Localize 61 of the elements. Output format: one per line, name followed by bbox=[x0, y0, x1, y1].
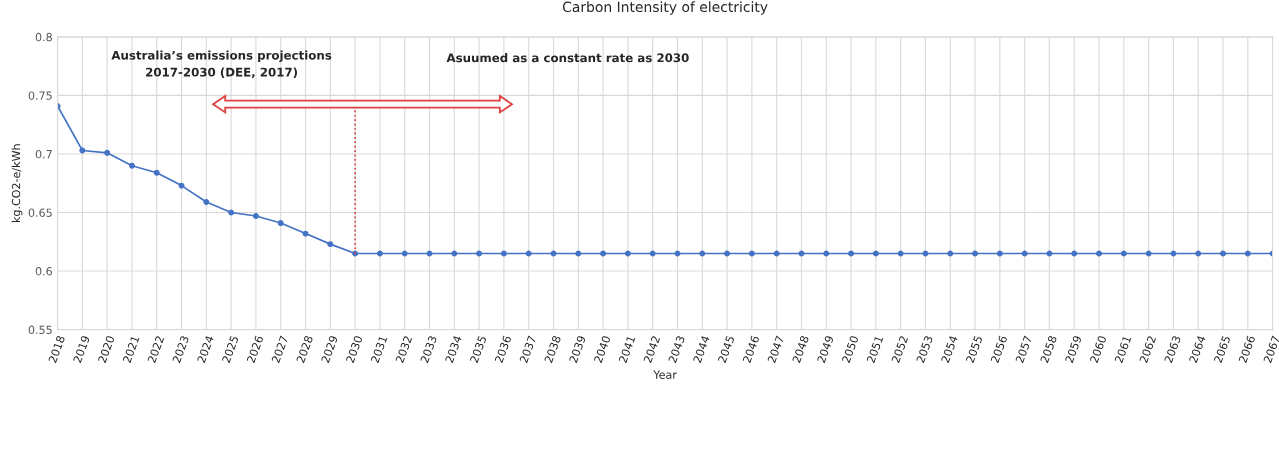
x-tick-label: 2050 bbox=[841, 335, 859, 364]
x-tick-label: 2041 bbox=[618, 335, 636, 364]
x-tick-label: 2035 bbox=[469, 335, 487, 364]
x-tick-label: 2020 bbox=[97, 335, 115, 364]
x-tick-label: 2025 bbox=[221, 335, 239, 364]
x-tick-label: 2062 bbox=[1139, 335, 1157, 364]
x-tick-label: 2060 bbox=[1089, 335, 1107, 364]
x-tick-label: 2040 bbox=[593, 335, 611, 364]
y-tick-label: 0.55 bbox=[28, 325, 52, 334]
x-tick-label: 2029 bbox=[320, 335, 338, 364]
y-tick-label: 0.6 bbox=[35, 267, 52, 276]
annotation: Australia’s emissions projections 2017-2030 (DEE, 2017) bbox=[111, 50, 332, 79]
x-tick-label: 2067 bbox=[1263, 335, 1279, 364]
x-tick-label: 2021 bbox=[122, 335, 140, 364]
x-tick-label: 2057 bbox=[1015, 335, 1033, 364]
x-tick-label: 2030 bbox=[345, 335, 363, 364]
x-tick-label: 2052 bbox=[891, 335, 909, 364]
x-tick-label: 2031 bbox=[370, 335, 388, 364]
y-tick-label: 0.7 bbox=[35, 149, 52, 159]
y-axis-title: kg.CO2-e/kWh bbox=[11, 144, 23, 223]
annotation: Asuumed as a constant rate as 2030 bbox=[446, 53, 689, 63]
x-tick-label: 2033 bbox=[420, 335, 438, 364]
x-tick-label: 2055 bbox=[965, 335, 983, 364]
x-tick-label: 2042 bbox=[643, 335, 661, 364]
x-tick-label: 2044 bbox=[692, 335, 710, 364]
x-tick-label: 2045 bbox=[717, 335, 735, 364]
x-tick-label: 2036 bbox=[494, 335, 512, 364]
y-tick-label: 0.75 bbox=[28, 91, 52, 100]
x-tick-label: 2053 bbox=[916, 335, 934, 364]
x-axis-title: Year bbox=[653, 370, 677, 379]
x-tick-label: 2027 bbox=[271, 335, 289, 364]
x-tick-label: 2039 bbox=[568, 335, 586, 364]
y-tick-label: 0.65 bbox=[28, 208, 52, 217]
x-tick-label: 2063 bbox=[1163, 335, 1181, 364]
x-tick-label: 2051 bbox=[866, 335, 884, 364]
x-tick-label: 2058 bbox=[1040, 335, 1058, 364]
chart-title: Carbon Intensity of electricity bbox=[562, 1, 768, 15]
x-tick-label: 2018 bbox=[48, 335, 66, 364]
x-tick-label: 2056 bbox=[990, 335, 1008, 364]
x-tick-label: 2049 bbox=[816, 335, 834, 364]
x-tick-label: 2032 bbox=[395, 335, 413, 364]
x-tick-label: 2065 bbox=[1213, 335, 1231, 364]
x-tick-label: 2048 bbox=[792, 335, 810, 364]
x-tick-label: 2019 bbox=[72, 335, 90, 364]
x-tick-label: 2064 bbox=[1188, 335, 1206, 364]
y-tick-label: 0.8 bbox=[35, 32, 52, 42]
x-tick-label: 2024 bbox=[196, 335, 214, 364]
x-tick-label: 2034 bbox=[444, 335, 462, 364]
x-tick-label: 2047 bbox=[767, 335, 785, 364]
x-tick-label: 2022 bbox=[147, 335, 165, 364]
x-tick-label: 2046 bbox=[742, 335, 760, 364]
x-tick-label: 2028 bbox=[296, 335, 314, 364]
x-tick-label: 2038 bbox=[544, 335, 562, 364]
x-tick-label: 2061 bbox=[1114, 335, 1132, 364]
x-tick-label: 2054 bbox=[940, 335, 958, 364]
x-tick-label: 2023 bbox=[172, 335, 190, 364]
x-tick-label: 2026 bbox=[246, 335, 264, 364]
x-tick-label: 2066 bbox=[1238, 335, 1256, 364]
x-tick-label: 2043 bbox=[668, 335, 686, 364]
x-tick-label: 2059 bbox=[1064, 335, 1082, 364]
x-tick-label: 2037 bbox=[519, 335, 537, 364]
